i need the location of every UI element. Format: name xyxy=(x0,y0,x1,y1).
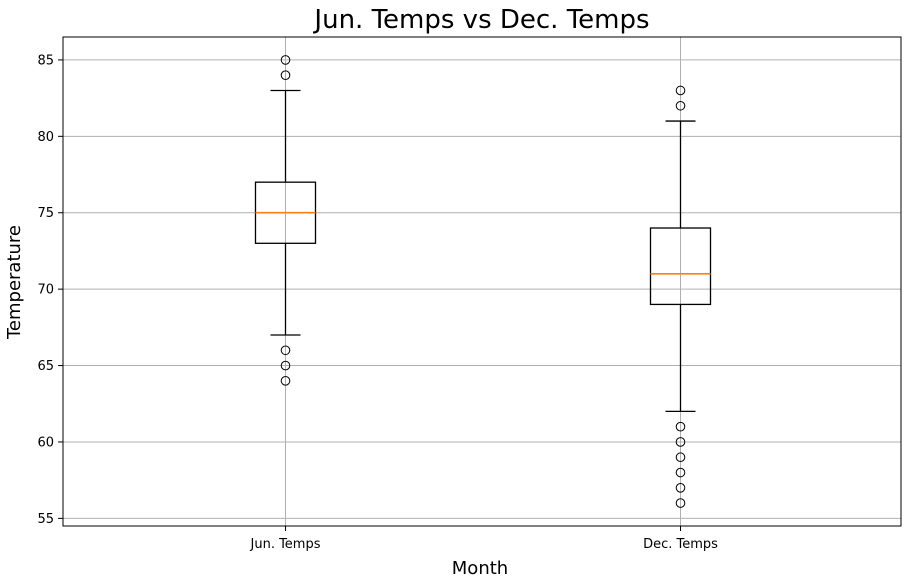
x-axis-label: Month xyxy=(452,558,508,579)
chart-title: Jun. Temps vs Dec. Temps xyxy=(312,5,649,35)
y-tick-label: 85 xyxy=(37,53,54,68)
flier-point xyxy=(675,467,686,478)
y-axis-label: Temperature xyxy=(4,225,25,340)
flier-point xyxy=(675,437,686,447)
y-tick-label: 75 xyxy=(37,206,54,221)
flier-point xyxy=(675,421,686,432)
x-tick-label: Jun. Temps xyxy=(250,537,321,552)
flier-point xyxy=(280,345,291,356)
y-tick-label: 60 xyxy=(37,435,54,450)
y-tick-label: 65 xyxy=(37,359,54,374)
iqr-box xyxy=(649,227,712,306)
flier-point xyxy=(675,498,686,508)
box-group xyxy=(649,85,712,508)
flier-point xyxy=(280,376,291,386)
flier-point xyxy=(280,55,291,65)
y-tick-label: 55 xyxy=(37,512,54,527)
x-tick-label: Dec. Temps xyxy=(643,537,718,552)
flier-point xyxy=(675,100,686,111)
plot-layer xyxy=(254,55,712,508)
flier-point xyxy=(675,85,686,96)
grid-layer xyxy=(63,37,901,526)
y-tick-label: 70 xyxy=(37,283,54,298)
box-group xyxy=(254,55,317,386)
flier-point xyxy=(675,482,686,493)
flier-point xyxy=(280,360,291,371)
tick-layer: 55 60 65 70 75 80 85 Jun. Temps Dec. Temps xyxy=(37,53,718,552)
flier-point xyxy=(675,452,686,463)
plot-frame xyxy=(62,36,902,527)
y-tick-label: 80 xyxy=(37,130,54,145)
flier-point xyxy=(280,70,291,81)
